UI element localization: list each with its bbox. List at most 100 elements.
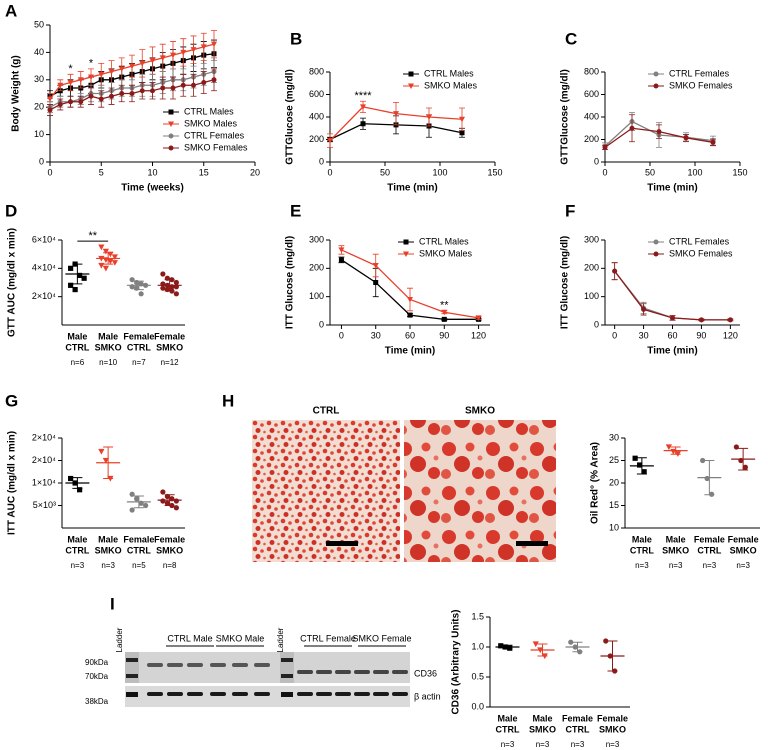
x-tick-label: 100 bbox=[687, 167, 702, 177]
marker bbox=[57, 82, 64, 89]
marker bbox=[139, 88, 145, 94]
x-tick-label: 150 bbox=[487, 167, 502, 177]
category-label: SMKO bbox=[529, 724, 556, 734]
marker bbox=[68, 265, 74, 271]
marker bbox=[360, 121, 366, 127]
actin-band bbox=[147, 692, 163, 696]
category-label: SMKO bbox=[95, 545, 122, 555]
x-tick-label: 60 bbox=[667, 330, 677, 340]
legend-label: CTRL Females bbox=[669, 68, 730, 78]
legend-label: SMKO Males bbox=[424, 80, 478, 90]
panel-letter: B bbox=[290, 29, 302, 48]
sd-bar bbox=[164, 494, 175, 506]
marker bbox=[742, 464, 748, 470]
annotation: ** bbox=[88, 230, 97, 242]
panel-letter: F bbox=[565, 201, 575, 220]
marker bbox=[190, 47, 197, 53]
cd36-band bbox=[373, 670, 389, 674]
marker bbox=[403, 251, 409, 257]
category-label: CTRL bbox=[65, 545, 89, 555]
marker bbox=[173, 279, 179, 286]
marker bbox=[641, 469, 647, 475]
marker bbox=[665, 444, 672, 451]
cd36-band bbox=[254, 663, 270, 667]
sd-bar bbox=[670, 446, 681, 455]
marker bbox=[360, 104, 366, 110]
marker bbox=[98, 244, 105, 251]
ladder-band bbox=[281, 692, 293, 697]
marker bbox=[160, 285, 166, 291]
lane-label: CTRL Female bbox=[300, 633, 356, 643]
panel-letter: E bbox=[290, 201, 301, 220]
legend-label: SMKO Females bbox=[669, 80, 733, 90]
category-label: Female bbox=[154, 331, 185, 341]
y-tick-label: 40 bbox=[34, 47, 44, 57]
blot-top bbox=[125, 652, 410, 683]
y-tick-label: 600 bbox=[584, 89, 599, 99]
y-tick-label: 25 bbox=[609, 455, 619, 465]
y-tick-label: 20 bbox=[34, 102, 44, 112]
panel-letter: A bbox=[5, 1, 17, 20]
category-label: Male bbox=[67, 331, 87, 341]
y-axis-label: GTTGlucose (mg/dl) bbox=[560, 69, 571, 165]
category-label: CTRL bbox=[566, 724, 590, 734]
size-marker: 38kDa bbox=[85, 697, 109, 706]
ctrl-micrograph bbox=[252, 420, 400, 562]
category-label: Female bbox=[694, 534, 725, 544]
cd36-band bbox=[354, 670, 370, 674]
category-label: Female bbox=[728, 534, 759, 544]
y-tick-label: 0 bbox=[319, 156, 324, 166]
marker bbox=[160, 489, 166, 495]
marker bbox=[441, 309, 448, 316]
actin-band bbox=[232, 692, 248, 696]
x-tick-label: 50 bbox=[380, 167, 390, 177]
n-label: n=12 bbox=[161, 358, 180, 367]
marker bbox=[159, 55, 166, 61]
ladder-lane bbox=[280, 652, 294, 683]
category-label: SMKO bbox=[156, 545, 183, 555]
x-tick-label: 0 bbox=[47, 167, 52, 177]
y-tick-label: 100 bbox=[584, 291, 599, 301]
marker bbox=[733, 444, 739, 450]
marker bbox=[98, 262, 105, 269]
marker bbox=[459, 116, 465, 123]
n-label: n=3 bbox=[669, 561, 683, 570]
marker bbox=[407, 297, 413, 303]
marker bbox=[180, 82, 186, 88]
category-label: Female bbox=[123, 534, 154, 544]
y-tick-label: 1.0 bbox=[471, 641, 484, 651]
marker bbox=[201, 80, 207, 86]
x-axis-label: Time (min) bbox=[387, 183, 437, 194]
y-axis-label: ITT AUC (mg/dl x min) bbox=[7, 431, 18, 535]
marker bbox=[168, 121, 174, 127]
category-label: CTRL bbox=[630, 545, 654, 555]
y-tick-label: 300 bbox=[584, 234, 599, 244]
y-axis-label: ITT Glucose (mg/dl) bbox=[560, 236, 571, 329]
x-tick-label: 120 bbox=[723, 330, 738, 340]
x-tick-label: 30 bbox=[639, 330, 649, 340]
marker bbox=[629, 125, 635, 131]
x-tick-label: 0 bbox=[612, 330, 617, 340]
lane-label: Ladder bbox=[276, 627, 285, 652]
marker bbox=[408, 83, 414, 89]
marker bbox=[68, 282, 74, 288]
x-tick-label: 10 bbox=[147, 167, 157, 177]
marker bbox=[149, 58, 156, 64]
n-label: n=3 bbox=[501, 740, 515, 749]
marker bbox=[102, 248, 109, 255]
marker bbox=[77, 77, 84, 83]
marker bbox=[498, 643, 504, 649]
category-label: Male bbox=[497, 713, 517, 723]
ladder-band bbox=[126, 692, 138, 697]
category-label: SMKO bbox=[156, 342, 183, 352]
y-tick-label: 20 bbox=[609, 477, 619, 487]
sd-bar bbox=[636, 457, 647, 475]
marker bbox=[475, 315, 482, 321]
category-label: Male bbox=[666, 534, 686, 544]
x-tick-label: 0 bbox=[602, 167, 607, 177]
n-label: n=3 bbox=[606, 740, 620, 749]
x-axis-label: Time (weeks) bbox=[121, 183, 184, 194]
marker bbox=[138, 291, 144, 297]
cd36-band bbox=[167, 663, 183, 667]
n-label: n=10 bbox=[99, 358, 118, 367]
